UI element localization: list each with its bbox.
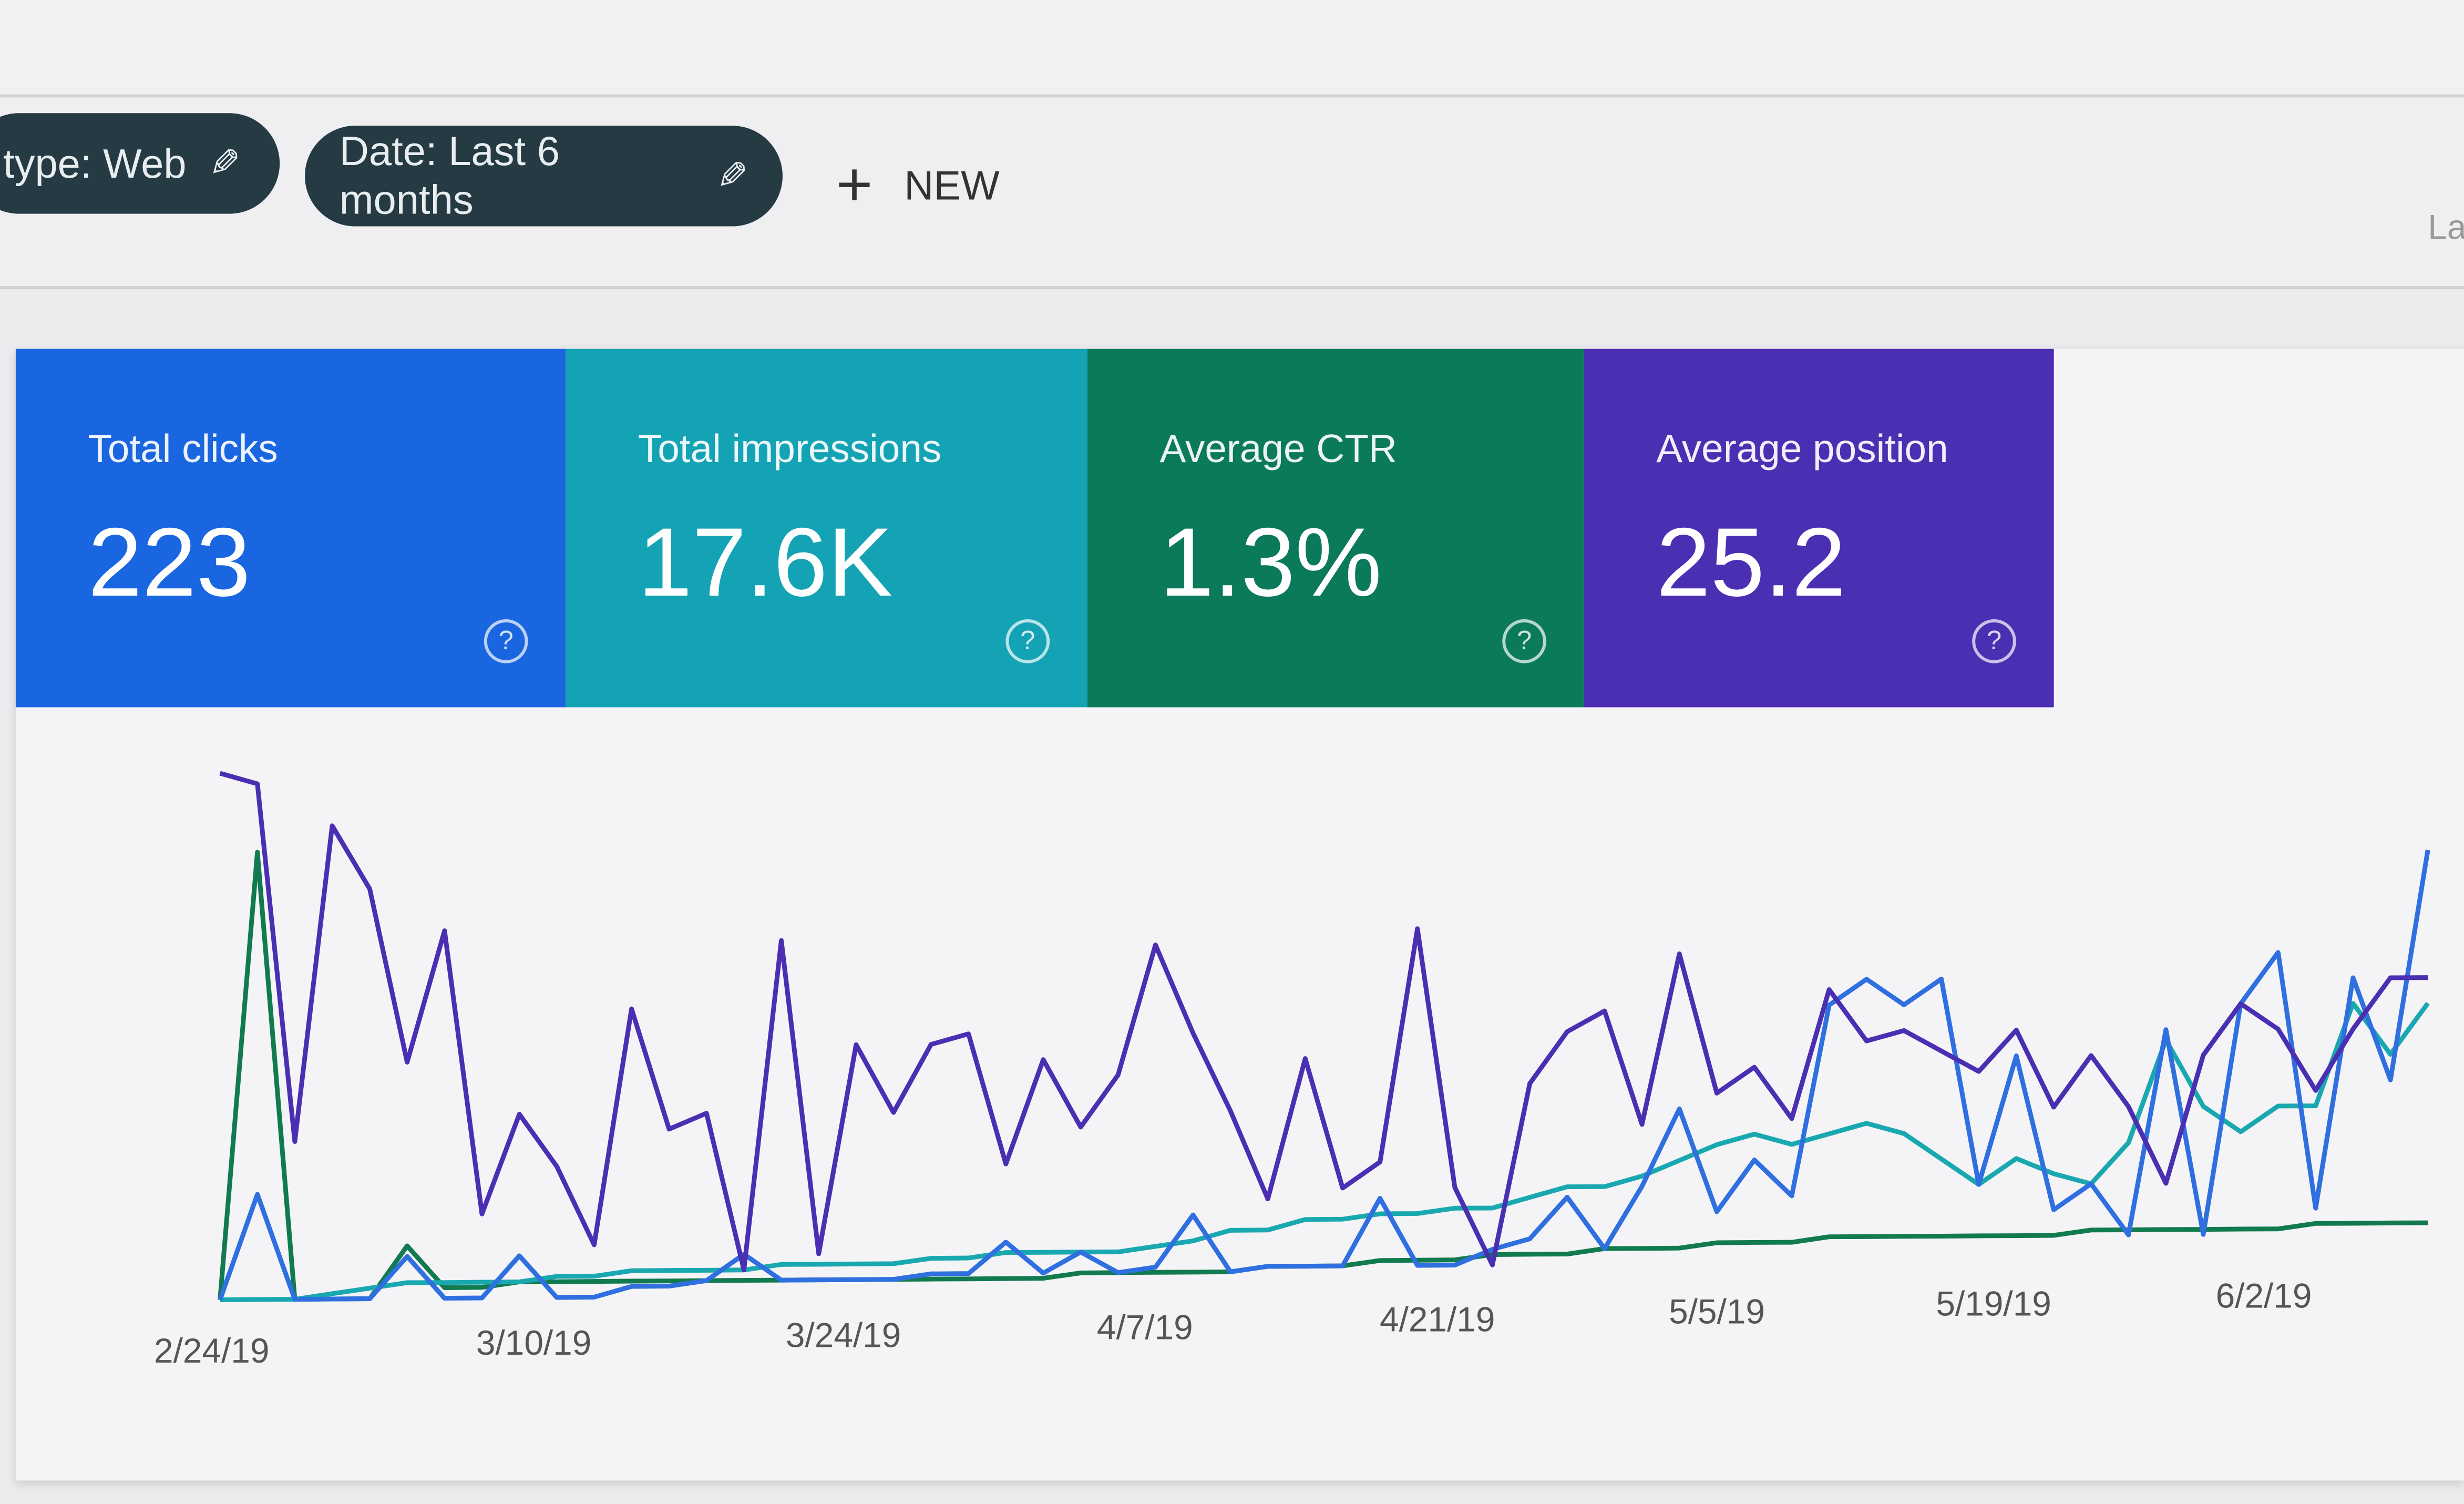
x-tick-label: 4/21/19 [1380, 1300, 1495, 1338]
performance-card: Total clicks 223 ? Total impressions 17.… [15, 349, 2464, 1481]
help-icon[interactable]: ? [1005, 619, 1050, 663]
metric-tile-average-position[interactable]: Average position 25.2 ? [1584, 349, 2054, 708]
x-tick-label: 4/7/19 [1097, 1307, 1193, 1346]
metric-value: 25.2 [1656, 509, 1846, 618]
plus-icon: + [836, 151, 873, 220]
metric-label: Average position [1656, 427, 1948, 472]
x-tick-label: 3/10/19 [476, 1323, 591, 1362]
metric-tile-total-impressions[interactable]: Total impressions 17.6K ? [566, 349, 1087, 708]
new-label: NEW [904, 161, 1000, 209]
filter-chip-search-type[interactable]: type: Web ✎ [0, 113, 280, 214]
top-bar [0, 0, 2464, 98]
metric-value: 1.3% [1159, 509, 1382, 618]
filter-chip-date[interactable]: Date: Last 6 months ✎ [305, 126, 783, 227]
chip-label: type: Web [3, 139, 187, 187]
x-tick-label: 5/19/19 [1936, 1284, 2051, 1323]
series-line-total-clicks [218, 850, 2430, 1302]
x-tick-label: 3/24/19 [786, 1315, 901, 1354]
x-tick-label: 5/5/19 [1669, 1292, 1765, 1331]
x-tick-label: 6/2/19 [2216, 1276, 2312, 1315]
help-icon[interactable]: ? [1972, 619, 2016, 663]
cut-off-text: La [2428, 207, 2464, 247]
metric-label: Total clicks [88, 427, 278, 472]
chip-label: Date: Last 6 months [339, 127, 560, 223]
performance-line-chart: 2/24/19 3/10/19 3/24/19 4/7/19 4/21/19 5… [154, 771, 2430, 1370]
metric-tile-average-ctr[interactable]: Average CTR 1.3% ? [1087, 349, 1584, 708]
pencil-icon[interactable]: ✎ [716, 155, 748, 198]
series-line-average-ctr [218, 850, 2428, 1302]
series-line-average-position [219, 771, 2428, 1273]
metric-tile-total-clicks[interactable]: Total clicks 223 ? [15, 349, 566, 708]
new-filter-button[interactable]: + NEW [836, 151, 1000, 222]
pencil-icon[interactable]: ✎ [208, 142, 240, 185]
metric-value: 17.6K [638, 509, 893, 618]
series-line-total-impressions [220, 1001, 2430, 1303]
x-tick-label: 2/24/19 [154, 1331, 269, 1370]
metric-label: Total impressions [638, 427, 942, 472]
metric-label: Average CTR [1159, 427, 1397, 472]
metric-value: 223 [88, 509, 251, 618]
help-icon[interactable]: ? [1502, 619, 1546, 663]
help-icon[interactable]: ? [484, 619, 528, 663]
